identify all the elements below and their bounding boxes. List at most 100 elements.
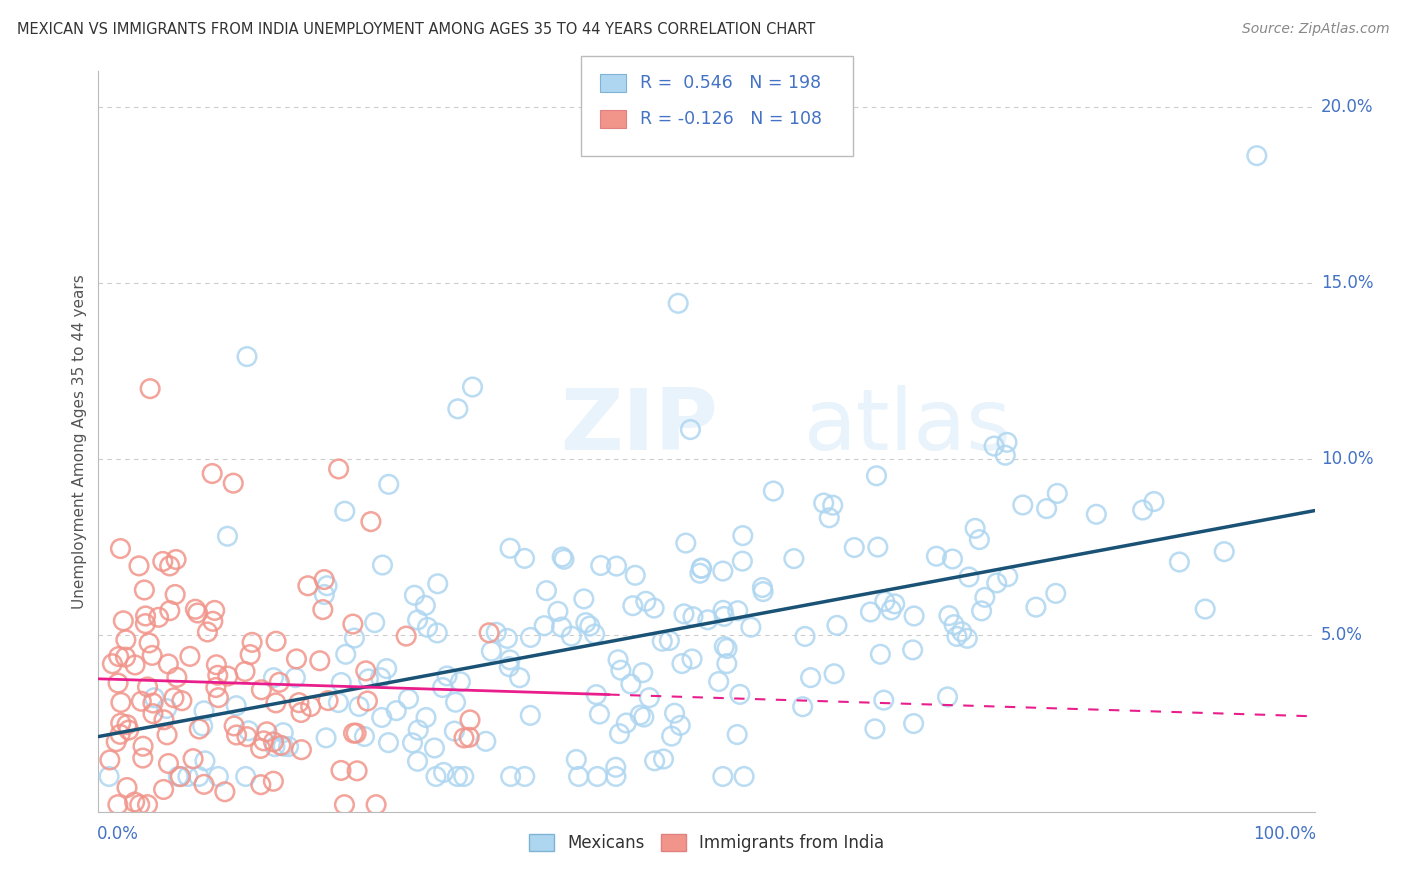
Point [863,722,886,736]
Point [671,657,693,671]
Text: R = -0.126   N = 108: R = -0.126 N = 108 [640,110,821,128]
Point [315,731,337,745]
Point [733,769,755,783]
Point [725,727,748,741]
Text: 20.0%: 20.0% [1320,97,1374,116]
Point [166,670,188,684]
Point [167,769,190,783]
Point [547,604,569,618]
Point [844,541,866,555]
Point [586,769,609,783]
Point [1194,602,1216,616]
Point [579,619,602,633]
Point [628,708,651,723]
Text: R =  0.546   N = 198: R = 0.546 N = 198 [640,74,821,92]
Point [342,726,364,740]
Point [903,609,925,624]
Point [165,552,187,566]
Point [344,726,367,740]
Point [821,498,844,512]
Point [449,674,471,689]
Point [794,629,817,643]
Point [1025,600,1047,615]
Point [713,640,735,654]
Point [253,734,276,748]
Point [672,607,695,621]
Point [187,769,209,783]
Point [713,609,735,624]
Point [783,551,806,566]
Point [138,636,160,650]
Y-axis label: Unemployment Among Ages 35 to 44 years: Unemployment Among Ages 35 to 44 years [72,274,87,609]
Point [727,604,749,618]
Point [328,462,350,476]
Point [115,717,138,731]
Point [316,693,339,707]
Point [509,671,531,685]
Point [859,605,882,619]
Point [101,657,124,671]
Point [679,423,702,437]
Point [519,631,541,645]
Point [134,616,156,631]
Point [316,579,339,593]
Point [499,541,522,556]
Point [478,625,501,640]
Point [269,675,291,690]
Point [354,664,377,678]
Point [370,671,392,685]
Point [222,476,245,491]
Point [499,653,522,667]
Point [1045,586,1067,600]
Point [159,604,181,618]
Legend: Mexicans, Immigrants from India: Mexicans, Immigrants from India [522,828,891,859]
Point [110,541,132,556]
Point [139,382,162,396]
Point [155,701,177,715]
Point [284,671,307,685]
Point [536,583,558,598]
Point [114,650,136,665]
Point [108,727,131,741]
Point [560,629,582,643]
Point [143,690,166,705]
Point [610,663,633,677]
Point [360,515,382,529]
Point [264,634,287,648]
Point [711,564,734,578]
Point [236,730,259,744]
Point [256,724,278,739]
Point [496,632,519,646]
Point [224,719,246,733]
Point [264,696,287,710]
Point [124,657,146,672]
Point [818,510,841,524]
Point [513,769,536,783]
Point [416,620,439,634]
Point [239,648,262,662]
Point [643,601,665,615]
Point [115,632,138,647]
Point [957,570,980,584]
Point [124,795,146,809]
Point [658,633,681,648]
Point [690,561,713,575]
Point [347,699,370,714]
Point [217,529,239,543]
Point [277,739,299,754]
Point [447,401,470,416]
Point [217,669,239,683]
Point [107,676,129,690]
Point [375,662,398,676]
Point [969,533,991,547]
Point [716,657,738,671]
Point [444,695,467,709]
Point [107,797,129,812]
Point [1213,544,1236,558]
Point [925,549,948,564]
Point [134,582,156,597]
Point [1168,555,1191,569]
Point [290,742,312,756]
Point [681,652,703,666]
Point [446,769,468,783]
